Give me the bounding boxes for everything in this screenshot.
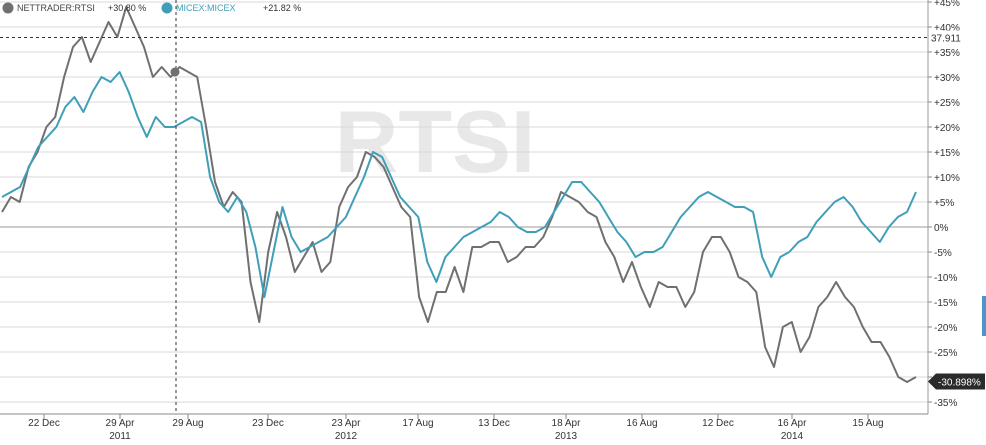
y-tick-label: -5%	[934, 248, 952, 259]
series-line	[1, 6, 917, 383]
y-tick-label: +40%	[934, 23, 960, 34]
series-line	[1, 71, 917, 298]
crosshair-value: 37.911	[931, 33, 961, 44]
x-year-label: 2014	[781, 431, 804, 442]
last-value-text: -30.898%	[938, 377, 981, 388]
legend: NETTRADER:RTSI +30.80 % MICEX:MICEX +21.82 …	[2, 2, 301, 14]
y-tick-label: +5%	[934, 198, 954, 209]
crosshair-point	[170, 67, 180, 77]
x-tick-label: 23 Apr	[332, 418, 362, 429]
last-value-label: -30.898%	[928, 373, 985, 390]
x-tick-label: 29 Apr	[106, 418, 136, 429]
y-tick-label: -20%	[934, 323, 957, 334]
x-tick-label: 13 Dec	[478, 418, 510, 429]
x-tick-label: 16 Apr	[778, 418, 808, 429]
y-tick-label: +15%	[934, 148, 960, 159]
x-year-label: 2013	[555, 431, 578, 442]
crosshair: 37.911	[0, 0, 983, 414]
y-tick-label: 0%	[934, 223, 949, 234]
y-tick-label: +20%	[934, 123, 960, 134]
x-axis: 22 Dec 29 Apr 2011 29 Aug 23 Dec 23 Apr 2012 17…	[0, 413, 928, 442]
crosshair-value-box	[929, 30, 983, 45]
chart-watermark: RTSI	[335, 92, 535, 191]
legend-series-name[interactable]: NETTRADER:RTSI	[17, 3, 95, 13]
x-tick-label: 16 Aug	[626, 418, 657, 429]
y-tick-label: +30%	[934, 73, 960, 84]
legend-series-change: +30.80 %	[108, 3, 146, 13]
y-tick-label: -10%	[934, 273, 957, 284]
legend-series-change: +21.82 %	[263, 3, 301, 13]
y-tick-label: +45%	[934, 0, 960, 9]
x-tick-label: 29 Aug	[172, 418, 203, 429]
y-tick-label: -25%	[934, 348, 957, 359]
scrollbar-handle[interactable]	[982, 296, 986, 336]
legend-marker	[161, 2, 173, 14]
y-tick-label: +35%	[934, 48, 960, 59]
x-tick-label: 15 Aug	[852, 418, 883, 429]
last-value-tag	[928, 373, 985, 390]
y-tick-label: -15%	[934, 298, 957, 309]
x-tick-label: 23 Dec	[252, 418, 284, 429]
x-year-label: 2012	[335, 431, 358, 442]
x-tick-label: 22 Dec	[28, 418, 60, 429]
legend-marker	[2, 2, 14, 14]
x-tick-label: 17 Aug	[402, 418, 433, 429]
x-tick-label: 18 Apr	[552, 418, 582, 429]
grid-lines	[0, 1, 928, 403]
y-tick-label: +10%	[934, 173, 960, 184]
x-tick-label: 12 Dec	[702, 418, 734, 429]
series-lines	[1, 6, 917, 383]
y-tick-label: +25%	[934, 98, 960, 109]
y-tick-label: -35%	[934, 398, 957, 409]
legend-series-name[interactable]: MICEX:MICEX	[176, 3, 236, 13]
y-axis-ticks: +45% +40% +35% +30% +25% +20% +15% +10% +5% 0% -5%…	[927, 0, 960, 414]
x-year-label: 2011	[109, 431, 131, 442]
